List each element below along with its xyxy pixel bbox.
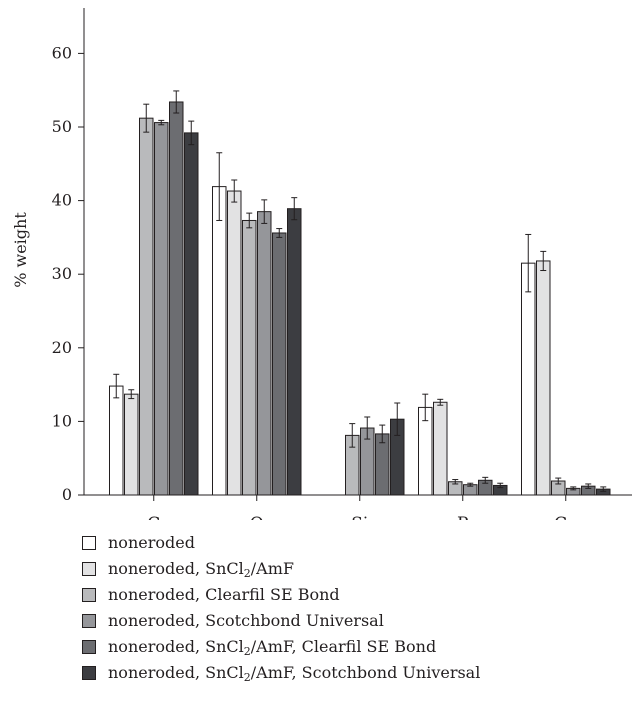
bar	[433, 401, 448, 496]
legend-label-6: noneroded, SnCl2/AmF, Scotchbond Univers…	[108, 662, 481, 684]
x-axis: C O Si P Ca	[84, 494, 632, 520]
y-tick-label: 50	[52, 117, 72, 136]
y-tick-label: 60	[52, 43, 72, 62]
legend-item-5: noneroded, SnCl2/AmF, Clearfil SE Bond	[82, 634, 480, 660]
legend-item-2: noneroded, SnCl2/AmF	[82, 556, 480, 582]
y-tick-label: 0	[62, 485, 72, 504]
bars	[109, 90, 611, 496]
bar	[109, 385, 124, 496]
bar	[242, 219, 257, 496]
legend-swatch-5	[82, 640, 96, 654]
x-tick-label: Ca	[554, 514, 577, 520]
y-tick-label: 10	[52, 411, 72, 430]
x-tick-label: C	[147, 514, 160, 520]
legend-swatch-6	[82, 666, 96, 680]
bar	[521, 262, 536, 496]
chart: 0 10 20 30 40 50 60 C O Si P Ca % weight	[11, 8, 632, 520]
bar	[227, 190, 242, 496]
x-tick-label: P	[457, 514, 468, 520]
y-tick-label: 30	[52, 264, 72, 283]
x-tick-label: Si	[351, 514, 369, 520]
x-tick-label: O	[250, 514, 264, 520]
bar	[184, 132, 199, 496]
legend-label-4: noneroded, Scotchbond Universal	[108, 610, 384, 630]
legend-item-1: noneroded	[82, 530, 480, 556]
y-axis-label: % weight	[11, 212, 30, 288]
legend-swatch-4	[82, 614, 96, 628]
legend-item-3: noneroded, Clearfil SE Bond	[82, 582, 480, 608]
bar	[287, 208, 302, 496]
legend-label-2: noneroded, SnCl2/AmF	[108, 558, 294, 580]
legend: noneroded noneroded, SnCl2/AmF noneroded…	[82, 530, 480, 686]
bar	[257, 211, 272, 496]
legend-swatch-2	[82, 562, 96, 576]
legend-label-5: noneroded, SnCl2/AmF, Clearfil SE Bond	[108, 636, 437, 658]
y-axis: 0 10 20 30 40 50 60	[52, 8, 85, 504]
legend-label-1: noneroded	[108, 532, 195, 552]
bar	[154, 122, 169, 496]
bar	[139, 117, 154, 496]
bar	[272, 232, 287, 496]
legend-item-4: noneroded, Scotchbond Universal	[82, 608, 480, 634]
legend-swatch-1	[82, 536, 96, 550]
bar	[169, 101, 184, 496]
legend-item-6: noneroded, SnCl2/AmF, Scotchbond Univers…	[82, 660, 480, 686]
legend-label-3: noneroded, Clearfil SE Bond	[108, 584, 340, 604]
bar	[536, 260, 551, 496]
bar	[124, 393, 139, 496]
y-tick-label: 20	[52, 338, 72, 357]
legend-swatch-3	[82, 588, 96, 602]
bar	[212, 186, 227, 496]
y-tick-label: 40	[52, 191, 72, 210]
